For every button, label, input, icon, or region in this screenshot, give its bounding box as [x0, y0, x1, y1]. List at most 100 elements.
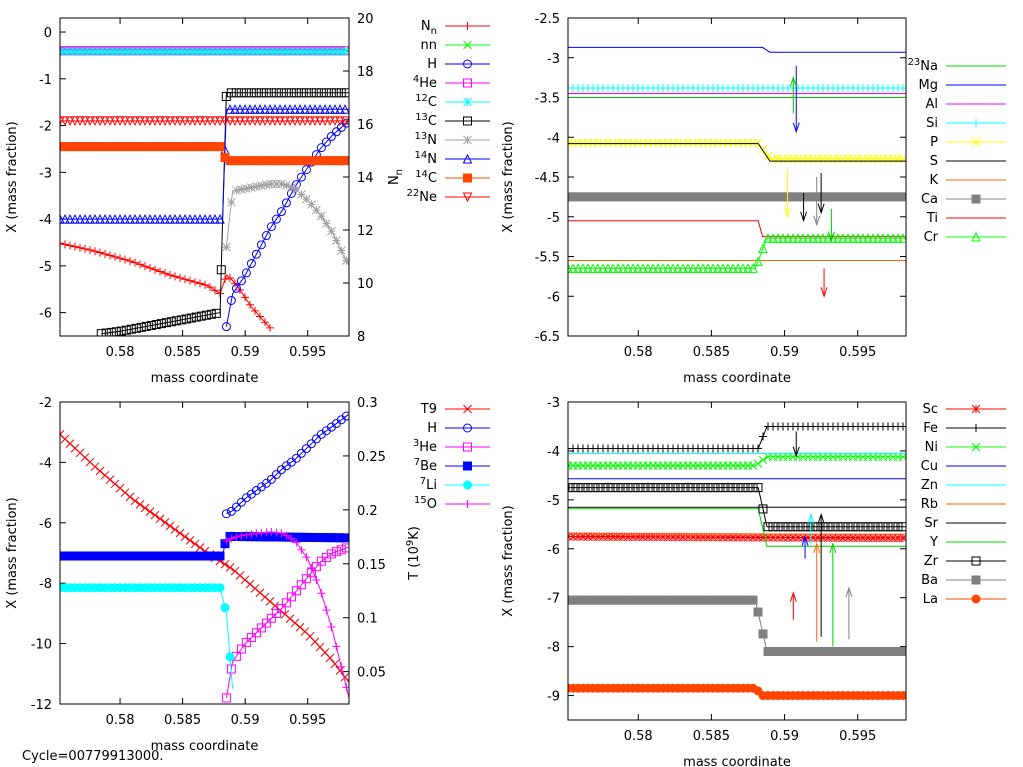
data-point — [231, 502, 241, 512]
data-point — [292, 185, 301, 195]
legend-label: 23Na — [908, 57, 938, 74]
data-point — [101, 250, 109, 259]
plot-area — [60, 46, 349, 336]
series-line-Y — [568, 508, 906, 547]
cycle-label: Cycle=00779913000. — [22, 749, 164, 764]
legend-entry-Cr: Cr — [924, 230, 1006, 245]
data-point — [888, 533, 898, 543]
data-point — [300, 116, 310, 127]
data-point — [783, 533, 793, 542]
data-point — [95, 116, 105, 127]
data-point — [883, 533, 893, 543]
data-point — [341, 543, 349, 553]
data-point — [65, 47, 75, 57]
data-point — [240, 104, 250, 114]
data-point — [302, 194, 311, 204]
data-point — [135, 47, 145, 57]
data-point — [225, 104, 235, 114]
legend-entry-Mg: Mg — [919, 78, 1006, 93]
data-point — [225, 563, 235, 572]
data-point — [70, 47, 80, 57]
data-point — [151, 265, 159, 274]
legend-entry-Cu: Cu — [921, 459, 1006, 474]
legend-entry-Sc: Sc — [923, 402, 1006, 417]
data-point — [838, 533, 848, 543]
data-point — [868, 233, 878, 243]
x-tick-label: 0.595 — [839, 345, 876, 360]
y-tick-label: -4.5 — [535, 171, 560, 186]
data-point — [613, 532, 623, 542]
data-point — [315, 116, 325, 127]
data-point — [270, 116, 280, 127]
data-point — [261, 318, 269, 327]
data-point — [215, 116, 225, 127]
data-point — [237, 185, 246, 194]
y-tick-label: -7 — [547, 592, 560, 607]
data-point — [231, 283, 241, 293]
data-point — [300, 104, 310, 114]
data-point — [200, 47, 210, 57]
plot-area — [60, 411, 349, 703]
data-point — [768, 233, 778, 243]
arrow-head — [789, 76, 797, 87]
data-point — [588, 483, 598, 493]
data-point — [748, 263, 758, 273]
data-point — [759, 432, 767, 441]
data-point — [326, 88, 336, 98]
data-point — [853, 522, 863, 532]
data-point — [205, 213, 215, 224]
data-point — [275, 47, 285, 57]
data-point — [100, 116, 110, 127]
data-point — [195, 116, 205, 127]
data-point — [242, 530, 251, 539]
data-point — [803, 533, 813, 542]
data-point — [156, 267, 164, 276]
data-point — [316, 143, 326, 153]
y-tick-label: -6 — [547, 543, 560, 558]
data-point — [110, 116, 120, 127]
series-line-Ba — [568, 599, 906, 652]
series-Fe — [568, 422, 906, 453]
data-point — [748, 483, 758, 493]
data-point — [271, 608, 281, 618]
data-point — [170, 47, 180, 57]
data-point — [763, 522, 773, 532]
panel-top-right: 0.58 0.585 0.59 0.595 -2.5 -3 -3.5 -4 -4.5 -5 -5.5… — [501, 12, 1006, 386]
data-point — [341, 118, 349, 128]
data-point — [753, 533, 763, 542]
y-tick-label: -3 — [39, 166, 52, 181]
data-point — [768, 522, 778, 532]
data-point — [893, 233, 903, 243]
data-point — [205, 116, 215, 127]
data-point — [272, 179, 281, 189]
data-point — [608, 532, 618, 542]
data-point — [100, 47, 110, 57]
legend-marker — [463, 423, 472, 433]
data-point — [121, 255, 129, 264]
data-point — [215, 551, 225, 561]
data-point — [250, 47, 260, 57]
data-point — [260, 47, 270, 57]
data-point — [140, 503, 150, 513]
data-point — [648, 483, 658, 493]
data-point — [236, 88, 246, 98]
data-point — [633, 263, 643, 273]
y-tick-label: -12 — [31, 698, 52, 713]
legend-marker — [463, 97, 472, 107]
data-point — [250, 104, 260, 114]
y-tick-label: -4 — [39, 456, 52, 471]
data-point — [141, 262, 149, 271]
data-point — [583, 483, 593, 493]
data-point — [568, 532, 578, 541]
x-tick-label: 0.585 — [164, 345, 201, 360]
legend-label: Al — [925, 97, 938, 112]
data-point — [773, 522, 783, 532]
data-point — [275, 116, 285, 127]
data-point — [305, 116, 315, 127]
data-point — [171, 272, 179, 281]
arrow-head — [845, 586, 853, 598]
data-point — [270, 47, 280, 57]
series-line-7Li — [60, 587, 234, 689]
legend-entry-Ti: Ti — [926, 211, 1006, 226]
data-point — [145, 213, 155, 224]
